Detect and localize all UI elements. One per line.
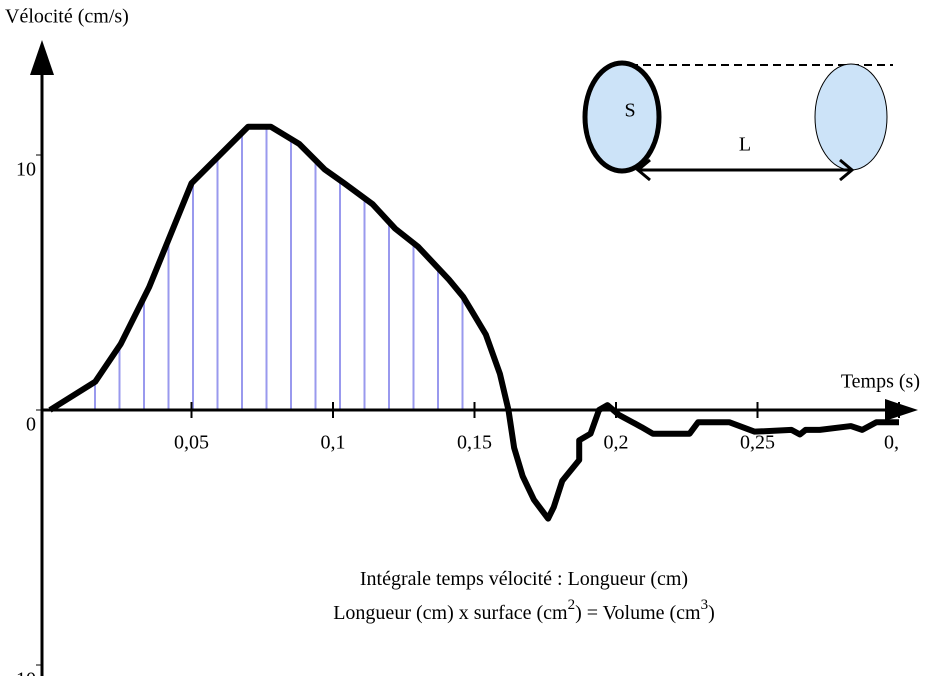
x-tick-label: 0,15 <box>457 432 492 454</box>
y-axis-title: Vélocité (cm/s) <box>5 6 129 28</box>
ellipse-left <box>582 60 662 174</box>
annotation: Intégrale temps vélocité : Longueur (cm) <box>360 568 688 590</box>
annotation-part: Longueur (cm) x surface (cm <box>333 602 568 624</box>
diagram-label: L <box>739 134 751 156</box>
annotation-part: 3 <box>701 597 709 613</box>
annotation-part: ) <box>708 602 715 624</box>
x-tick-label: 0,05 <box>174 432 209 454</box>
x-tick-label: 0,2 <box>604 432 629 454</box>
annotation: Longueur (cm) x surface (cm2) = Volume (… <box>333 597 715 623</box>
ellipse-right <box>814 63 888 171</box>
x-tick-label: 0, <box>884 432 899 454</box>
y-tick-label: 10 <box>16 159 36 181</box>
x-axis-arrow <box>885 399 918 421</box>
x-axis-title: Temps (s) <box>841 371 920 393</box>
annotation-part: ) = Volume (cm <box>575 602 701 624</box>
y-axis-arrow <box>30 40 54 75</box>
x-tick-label: 0,25 <box>740 432 775 454</box>
diagram: S L <box>582 60 893 182</box>
velocity-line <box>48 123 899 522</box>
arrow-heads <box>635 158 855 182</box>
x-tick-label: 0,1 <box>321 432 346 454</box>
diagram-label: S <box>624 100 635 122</box>
y-tick-label: 0 <box>26 414 36 436</box>
annotation-part: 2 <box>568 597 576 613</box>
y-tick-label: -10 <box>9 669 36 676</box>
annotation-part: Intégrale temps vélocité : Longueur (cm) <box>360 568 688 590</box>
